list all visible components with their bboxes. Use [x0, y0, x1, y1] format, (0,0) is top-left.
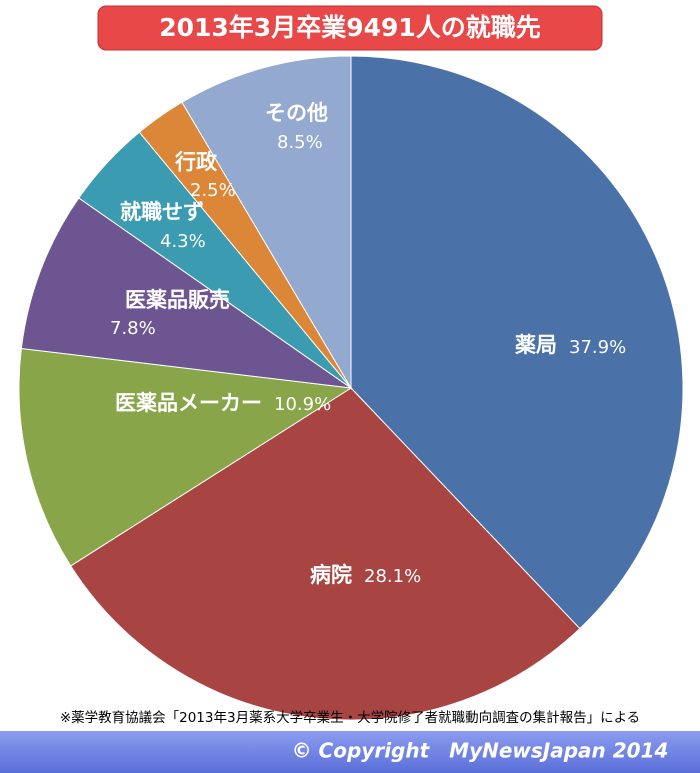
value-label: 37.9% — [569, 337, 626, 358]
slice-label: その他 — [265, 101, 328, 125]
value-label: 8.5% — [277, 132, 323, 153]
title-box — [97, 5, 603, 51]
value-label: 4.3% — [160, 231, 206, 252]
pie-slice — [181, 55, 352, 390]
value-label: 10.9% — [274, 394, 331, 415]
source-note: ※薬学教育協議会「2013年3月薬系大学卒業生・大学院修了者就職動向調査の集計報… — [60, 709, 640, 726]
copyright: © Copyright MyNewsJapan 2014 — [292, 739, 669, 763]
pie: 薬局 37.9% 病院 28.1% 医薬品メーカー 10.9% 医薬品販売 7.8% 就職せず 4… — [18, 55, 684, 721]
copyright-bar — [0, 731, 700, 773]
slice-label: 病院 — [310, 563, 352, 587]
slice-label: 就職せず — [120, 200, 204, 224]
pie-slice — [20, 197, 352, 389]
slice-label: 行政 — [174, 150, 218, 174]
pie-slice — [18, 347, 353, 567]
slice-label: 医薬品販売 — [125, 288, 230, 312]
chart-title: 2013年3月卒業9491人の就職先 — [159, 13, 541, 42]
slice-label: 医薬品メーカー — [115, 391, 262, 415]
pie-slice — [350, 55, 684, 630]
value-label: 2.5% — [190, 180, 236, 201]
value-label: 28.1% — [364, 566, 421, 587]
value-label: 7.8% — [110, 318, 156, 339]
slice-label: 薬局 — [515, 333, 557, 357]
pie-slice — [69, 387, 581, 721]
